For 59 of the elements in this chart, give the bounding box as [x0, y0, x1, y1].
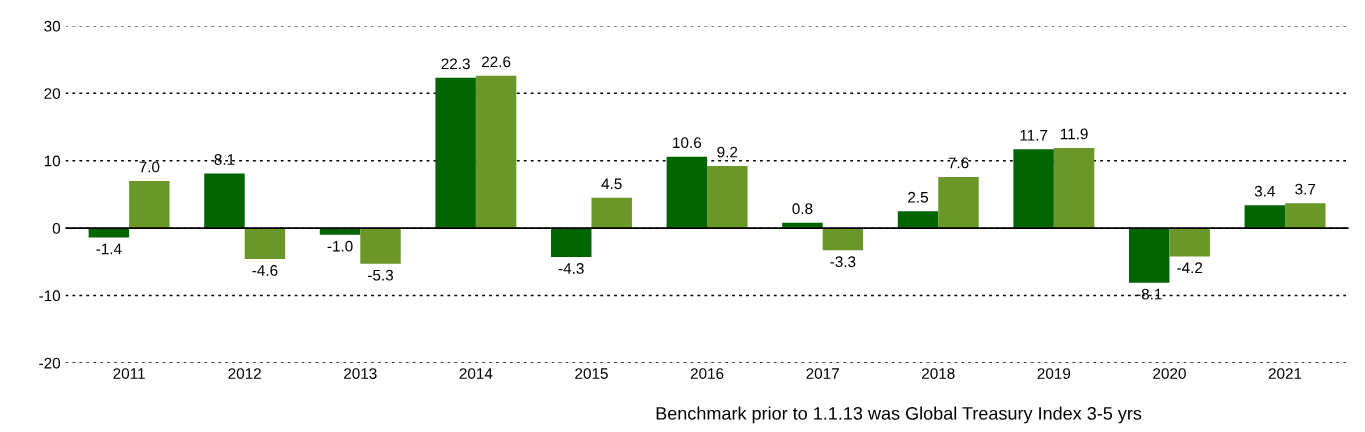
bar: [1244, 205, 1286, 229]
bar: [204, 173, 245, 229]
bar: [360, 228, 401, 264]
data-label: 7.6: [948, 157, 969, 169]
x-tick-label: 2014: [459, 368, 493, 379]
data-label: 3.4: [1254, 185, 1275, 197]
bar: [475, 75, 517, 229]
bar: [435, 77, 476, 229]
y-tick-label: 0: [52, 222, 61, 234]
data-label: 4.5: [601, 178, 622, 190]
x-tick-label: 2015: [575, 368, 608, 379]
data-label: 22.3: [441, 58, 470, 70]
bar: [551, 228, 592, 258]
x-tick-label: 2011: [113, 368, 145, 379]
data-label: -4.6: [252, 265, 278, 276]
data-label: -3.3: [830, 256, 856, 268]
data-label: -4.2: [1177, 262, 1203, 274]
data-label: 0.8: [792, 203, 813, 215]
data-label: -5.3: [368, 269, 394, 281]
bar: [938, 176, 979, 229]
data-label: -1.0: [327, 240, 353, 252]
x-tick-label: 2018: [922, 368, 955, 379]
bar: [129, 180, 170, 229]
bar: [244, 228, 286, 260]
data-label: 10.6: [673, 137, 702, 149]
data-label: -8.1: [1136, 288, 1162, 300]
x-tick-label: 2020: [1153, 368, 1186, 379]
data-label: 3.7: [1295, 183, 1316, 195]
data-label: 2.5: [908, 191, 929, 203]
x-tick-label: 2012: [228, 368, 261, 379]
bar: [1169, 228, 1210, 257]
bar: [707, 166, 748, 229]
bar: [822, 228, 864, 251]
data-label: -1.4: [96, 243, 122, 255]
x-tick-label: 2017: [806, 368, 839, 379]
bar: [1053, 147, 1095, 229]
y-tick-label: -20: [39, 357, 61, 369]
x-tick-label: 2016: [690, 368, 724, 379]
bar: [1128, 228, 1170, 283]
data-label: 8.1: [214, 154, 235, 165]
y-tick-label: 10: [44, 155, 61, 167]
y-tick-label: 20: [44, 88, 61, 99]
data-label: 11.9: [1060, 128, 1088, 140]
bar: [1285, 203, 1326, 229]
x-tick-label: 2019: [1037, 368, 1071, 379]
data-label: 11.7: [1020, 130, 1048, 141]
data-label: 7.0: [139, 161, 160, 173]
text: Benchmark prior to 1.1.13 was Global Treasury Index 3-5 yrs: [656, 406, 1142, 424]
x-tick-label: 2013: [344, 368, 377, 379]
bar: [1013, 149, 1054, 229]
bar: [591, 197, 632, 229]
data-label: 22.6: [482, 56, 511, 68]
y-tick-label: -10: [39, 290, 61, 302]
y-tick-label: 30: [44, 20, 61, 32]
bar: [897, 211, 939, 229]
data-label: 9.2: [717, 146, 738, 158]
bar: [666, 156, 708, 229]
data-label: -4.3: [558, 263, 584, 274]
x-tick-label: 2021: [1268, 368, 1302, 379]
